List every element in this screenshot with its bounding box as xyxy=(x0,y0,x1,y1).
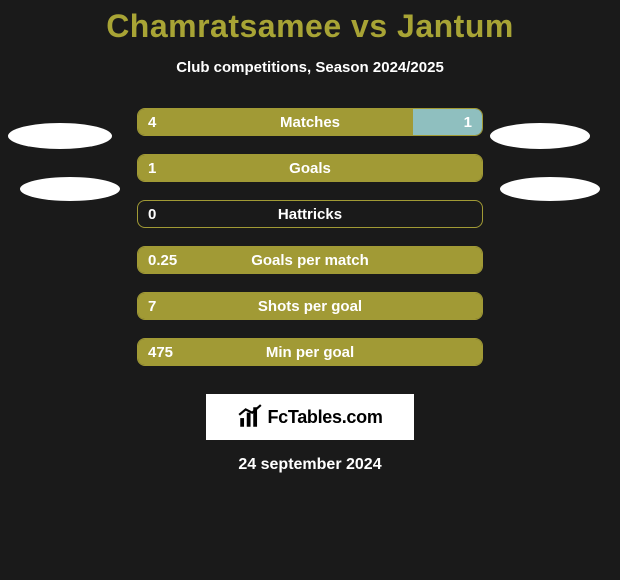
value-left: 7 xyxy=(148,293,156,320)
bar-track: 1Goals xyxy=(137,154,483,182)
subtitle: Club competitions, Season 2024/2025 xyxy=(0,59,620,76)
value-left: 1 xyxy=(148,155,156,182)
bar-track: 7Shots per goal xyxy=(137,292,483,320)
brand-text: FcTables.com xyxy=(267,407,382,428)
stat-row: 0Hattricks xyxy=(0,200,620,246)
stat-row: 475Min per goal xyxy=(0,338,620,384)
stat-row: 0.25Goals per match xyxy=(0,246,620,292)
bar-track: 41Matches xyxy=(137,108,483,136)
bar-left-fill xyxy=(138,109,413,135)
bar-track: 0Hattricks xyxy=(137,200,483,228)
stat-row: 7Shots per goal xyxy=(0,292,620,338)
brand-box: FcTables.com xyxy=(206,394,414,440)
bar-left-fill xyxy=(138,293,482,319)
bar-left-fill xyxy=(138,339,482,365)
stats-rows: 41Matches1Goals0Hattricks0.25Goals per m… xyxy=(0,108,620,384)
value-left: 4 xyxy=(148,109,156,136)
value-left: 0.25 xyxy=(148,247,177,274)
chart-icon xyxy=(237,404,263,430)
bar-left-fill xyxy=(138,155,482,181)
date-text: 24 september 2024 xyxy=(0,456,620,474)
value-right: 1 xyxy=(464,109,472,136)
value-left: 0 xyxy=(148,201,156,228)
stat-row: 41Matches xyxy=(0,108,620,154)
bar-left-fill xyxy=(138,247,482,273)
value-left: 475 xyxy=(148,339,173,366)
stat-row: 1Goals xyxy=(0,154,620,200)
title-player2: Jantum xyxy=(397,8,514,44)
page-title: Chamratsamee vs Jantum xyxy=(0,0,620,45)
metric-label: Hattricks xyxy=(138,201,482,228)
bar-track: 475Min per goal xyxy=(137,338,483,366)
title-player1: Chamratsamee xyxy=(106,8,341,44)
bar-track: 0.25Goals per match xyxy=(137,246,483,274)
title-vs: vs xyxy=(351,8,388,44)
